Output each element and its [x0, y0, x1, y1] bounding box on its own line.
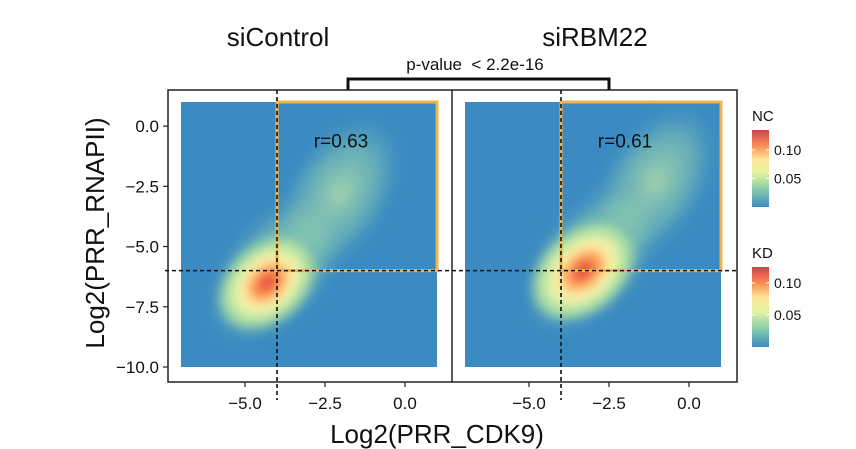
legend-tick-label: 0.05 [774, 170, 801, 186]
legend-kd: KD0.10 0.05 [752, 245, 801, 347]
legend-title: NC [752, 108, 774, 125]
correlation-label: r=0.61 [598, 132, 652, 153]
panel-title-left: siControl [227, 22, 330, 52]
legend-nc: NC 0.10 0.05 [752, 108, 801, 207]
legend-colorbar [752, 267, 769, 347]
legend-tick-label: 0.10 [774, 142, 801, 158]
panel-right: r=0.61 [452, 90, 737, 400]
correlation-label: r=0.63 [314, 132, 368, 153]
legend-colorbar [752, 130, 769, 207]
tick-labels: −5.0 −2.5 0.0 −5.0 −2.5 0.0 0.0 −2.5 −5.0 −7.5 −10… [116, 117, 701, 413]
x-tick-label: −5.0 [228, 394, 262, 413]
y-axis-title: Log2(PRR_RNAPII) [80, 117, 110, 348]
y-tick-label: −7.5 [125, 298, 159, 317]
legend-tick-label: 0.10 [774, 275, 801, 291]
y-tick-label: −10.0 [116, 358, 159, 377]
legend-tick-label: 0.05 [774, 307, 801, 323]
y-tick-label: −5.0 [125, 238, 159, 257]
x-axis-title: Log2(PRR_CDK9) [330, 419, 544, 449]
panel-title-right: siRBM22 [542, 22, 647, 52]
y-tick-label: −2.5 [125, 177, 159, 196]
x-tick-label: −2.5 [308, 394, 342, 413]
x-tick-label: 0.0 [393, 394, 417, 413]
p-value-label: p-value < 2.2e-16 [406, 55, 544, 74]
panel-left: r=0.63 [165, 90, 452, 400]
y-tick-label: 0.0 [135, 117, 159, 136]
legend-title: KD [752, 245, 773, 262]
density-core [214, 231, 321, 334]
x-tick-label: −5.0 [512, 394, 546, 413]
x-tick-label: −2.5 [592, 394, 626, 413]
x-tick-label: 0.0 [677, 394, 701, 413]
panels: r=0.63 r=0.61 [165, 89, 738, 400]
